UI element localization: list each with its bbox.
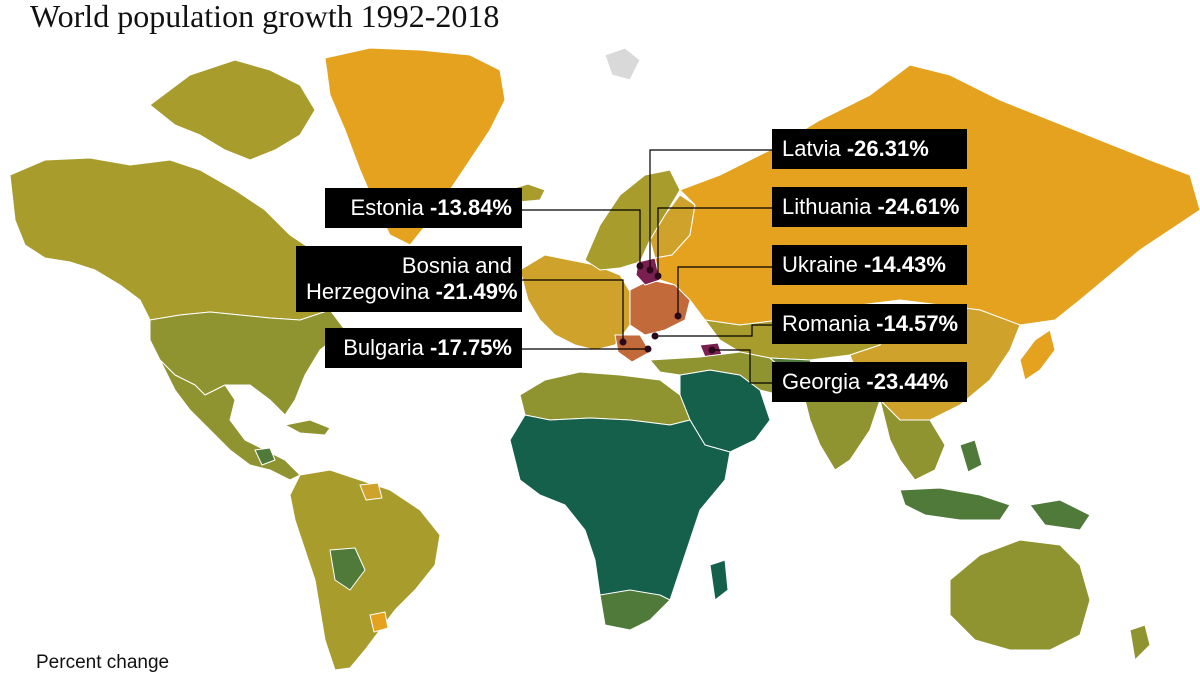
callout-bosnia-name: Herzegovina: [306, 279, 430, 304]
region-ukraine-area: [629, 279, 691, 336]
region-guatemala: [254, 447, 276, 466]
leader-line-bosnia: [522, 279, 624, 342]
map-title: World population growth 1992-2018: [30, 0, 500, 34]
leader-line-latvia: [649, 149, 772, 270]
callout-ukraine-name: Ukraine: [782, 252, 858, 277]
callout-latvia: Latvia -26.31%: [772, 129, 967, 169]
callout-romania-name: Romania: [782, 311, 871, 336]
callout-latvia-name: Latvia: [782, 136, 841, 161]
region-north-africa: [519, 371, 691, 426]
callout-estonia: Estonia -13.84%: [325, 188, 522, 228]
region-turkey-iran: [649, 351, 791, 396]
leader-line-ukraine: [677, 266, 772, 316]
region-new-zealand: [1129, 624, 1151, 661]
callout-estonia-name: Estonia: [350, 195, 424, 220]
region-uruguay: [369, 611, 389, 633]
leader-line-estonia: [522, 209, 641, 266]
region-scandinavia: [584, 169, 681, 271]
region-australia: [949, 539, 1091, 651]
callout-bosnia-value: -21.49%: [435, 279, 518, 304]
callout-georgia-value: -23.44%: [866, 369, 949, 394]
legend-title: Percent change: [36, 652, 170, 673]
marker-latvia: [646, 266, 654, 274]
marker-georgia: [708, 346, 716, 354]
callout-ukraine: Ukraine -14.43%: [772, 245, 967, 285]
callout-bulgaria-name: Bulgaria: [343, 335, 424, 360]
region-sub-saharan-africa: [509, 414, 731, 631]
callout-romania: Romania -14.57%: [772, 304, 967, 344]
marker-estonia: [636, 262, 644, 270]
marker-ukraine: [674, 312, 682, 320]
callout-georgia: Georgia -23.44%: [772, 362, 967, 402]
region-usa: [149, 309, 346, 416]
leader-line-romania: [655, 324, 772, 337]
leader-line-georgia: [712, 349, 772, 384]
marker-romania: [651, 332, 659, 340]
region-indonesia: [899, 487, 1011, 521]
region-guyanas: [359, 482, 383, 501]
callout-lithuania: Lithuania -24.61%: [772, 187, 967, 227]
callout-romania-value: -14.57%: [876, 311, 959, 336]
marker-bulgaria: [644, 345, 652, 353]
region-japan: [1019, 329, 1056, 381]
region-southern-africa: [599, 589, 671, 631]
callout-georgia-name: Georgia: [782, 369, 861, 394]
region-caribbean: [284, 419, 331, 436]
marker-bosnia: [619, 338, 627, 346]
callout-lithuania-value: -24.61%: [877, 194, 960, 219]
region-bolivia-paraguay: [329, 547, 366, 591]
callout-bulgaria: Bulgaria -17.75%: [325, 328, 522, 368]
marker-lithuania: [654, 272, 662, 280]
callout-lithuania-name: Lithuania: [782, 194, 872, 219]
region-new-guinea: [1029, 499, 1091, 531]
leader-line-lithuania: [657, 207, 772, 276]
callout-ukraine-value: -14.43%: [863, 252, 946, 277]
callout-latvia-value: -26.31%: [846, 136, 929, 161]
region-madagascar: [709, 559, 729, 601]
callout-estonia-value: -13.84%: [430, 195, 512, 220]
region-svalbard: [604, 47, 641, 81]
callout-bosnia-name-line1: Bosnia and: [401, 253, 512, 278]
callout-bulgaria-value: -17.75%: [430, 335, 512, 360]
region-arctic-canada: [149, 59, 316, 161]
region-southeast-asia: [879, 399, 946, 481]
region-philippines: [959, 439, 983, 473]
callout-bosnia: Bosnia and Herzegovina -21.49%: [296, 246, 522, 312]
